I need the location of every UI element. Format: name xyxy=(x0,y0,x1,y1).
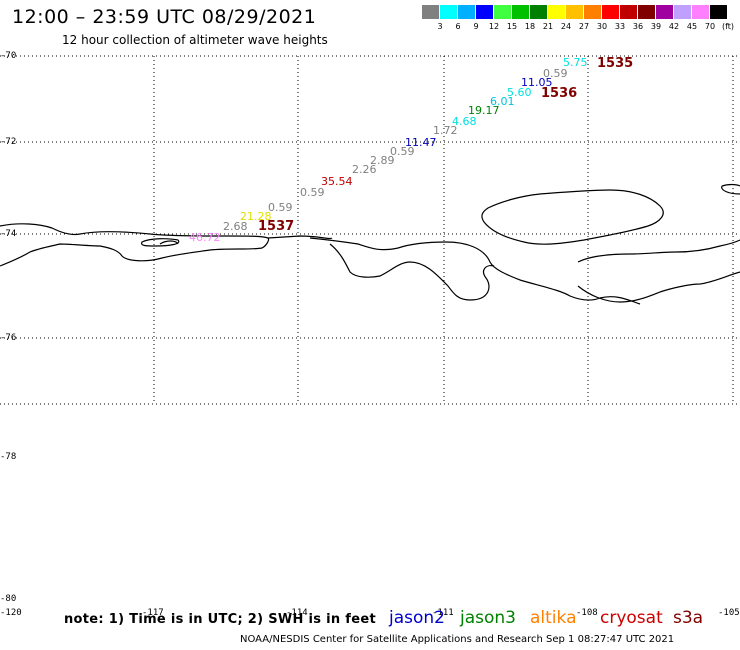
legend-swatch xyxy=(710,5,727,19)
wave-height-label: 0.59 xyxy=(268,201,293,214)
legend-label: 45 xyxy=(686,22,698,31)
wave-height-label: 21.28 xyxy=(240,210,272,223)
units-note: note: 1) Time is in UTC; 2) SWH is in fe… xyxy=(64,612,376,627)
legend-swatch xyxy=(566,5,583,19)
lat-label: -76 xyxy=(0,333,17,343)
graticule xyxy=(0,55,740,405)
wave-height-label: 5.75 xyxy=(563,56,588,69)
legend-label: (ft) xyxy=(721,22,735,31)
lon-label: -108 xyxy=(576,608,598,618)
lon-label: -117 xyxy=(142,608,164,618)
legend-swatch xyxy=(476,5,493,19)
lon-label: -114 xyxy=(286,608,308,618)
wave-height-label: 2.89 xyxy=(370,154,395,167)
lon-label: -111 xyxy=(432,608,454,618)
legend-label: 42 xyxy=(668,22,680,31)
mission-jason2-label: jason2 xyxy=(389,608,445,628)
legend-label: 18 xyxy=(524,22,536,31)
wave-height-label: 11.05 xyxy=(521,76,553,89)
legend-label: 27 xyxy=(578,22,590,31)
wave-height-label: 19.17 xyxy=(468,104,500,117)
lat-label: -80 xyxy=(0,594,17,604)
legend-label: 9 xyxy=(473,22,479,31)
pass-number-label: 1536 xyxy=(541,86,578,101)
lat-label: -78 xyxy=(0,452,17,462)
legend-swatch xyxy=(620,5,637,19)
wave-height-label: 5.60 xyxy=(507,86,532,99)
legend-label: 12 xyxy=(488,22,500,31)
legend-label: 39 xyxy=(650,22,662,31)
wave-height-label: 2.26 xyxy=(352,163,377,176)
legend-swatch xyxy=(458,5,475,19)
lon-label: -120 xyxy=(0,608,22,618)
wave-height-label: 0.59 xyxy=(390,145,415,158)
mission-s3a-label: s3a xyxy=(673,608,704,628)
lon-label: -105 xyxy=(718,608,740,618)
pass-number-label: 1535 xyxy=(597,56,634,71)
credit-line: NOAA/NESDIS Center for Satellite Applica… xyxy=(240,634,675,645)
pass-number-label: 1537 xyxy=(258,219,295,234)
legend-swatch xyxy=(530,5,547,19)
wave-height-label: 1.72 xyxy=(433,124,458,137)
legend-swatch xyxy=(584,5,601,19)
legend-label: 30 xyxy=(596,22,608,31)
legend-swatch xyxy=(494,5,511,19)
legend-swatch xyxy=(422,5,439,19)
wave-height-label: 0.59 xyxy=(543,67,568,80)
wave-height-label: 4.68 xyxy=(452,115,477,128)
legend-swatch xyxy=(674,5,691,19)
legend-label: 24 xyxy=(560,22,572,31)
wave-height-label: 11.47 xyxy=(405,136,437,149)
legend-swatch xyxy=(548,5,565,19)
wave-height-label: 6.01 xyxy=(490,95,515,108)
legend-label: 6 xyxy=(455,22,461,31)
legend-swatch xyxy=(512,5,529,19)
coastline xyxy=(0,183,740,305)
lat-label: -70 xyxy=(0,51,17,61)
legend-label: 33 xyxy=(614,22,626,31)
map-title: 12:00 – 23:59 UTC 08/29/2021 xyxy=(12,6,317,28)
wave-height-label: 0.59 xyxy=(300,186,325,199)
mission-jason3-label: jason3 xyxy=(460,608,516,628)
lat-label: -72 xyxy=(0,137,17,147)
wave-height-label: 35.54 xyxy=(321,175,353,188)
legend-label: 15 xyxy=(506,22,518,31)
legend-label: 3 xyxy=(437,22,443,31)
legend-label: 21 xyxy=(542,22,554,31)
legend-label: 70 xyxy=(704,22,716,31)
wave-height-label: 46.72 xyxy=(189,231,221,244)
legend-swatch xyxy=(602,5,619,19)
legend-label: 36 xyxy=(632,22,644,31)
wave-height-label: 2.68 xyxy=(223,220,248,233)
mission-altika-label: altika xyxy=(530,608,577,628)
legend-swatch xyxy=(440,5,457,19)
lat-label: -74 xyxy=(0,229,17,239)
map-subtitle: 12 hour collection of altimeter wave hei… xyxy=(62,33,328,47)
legend-swatch xyxy=(638,5,655,19)
legend-swatch xyxy=(656,5,673,19)
mission-cryosat-label: cryosat xyxy=(600,608,663,628)
legend-swatch xyxy=(692,5,709,19)
